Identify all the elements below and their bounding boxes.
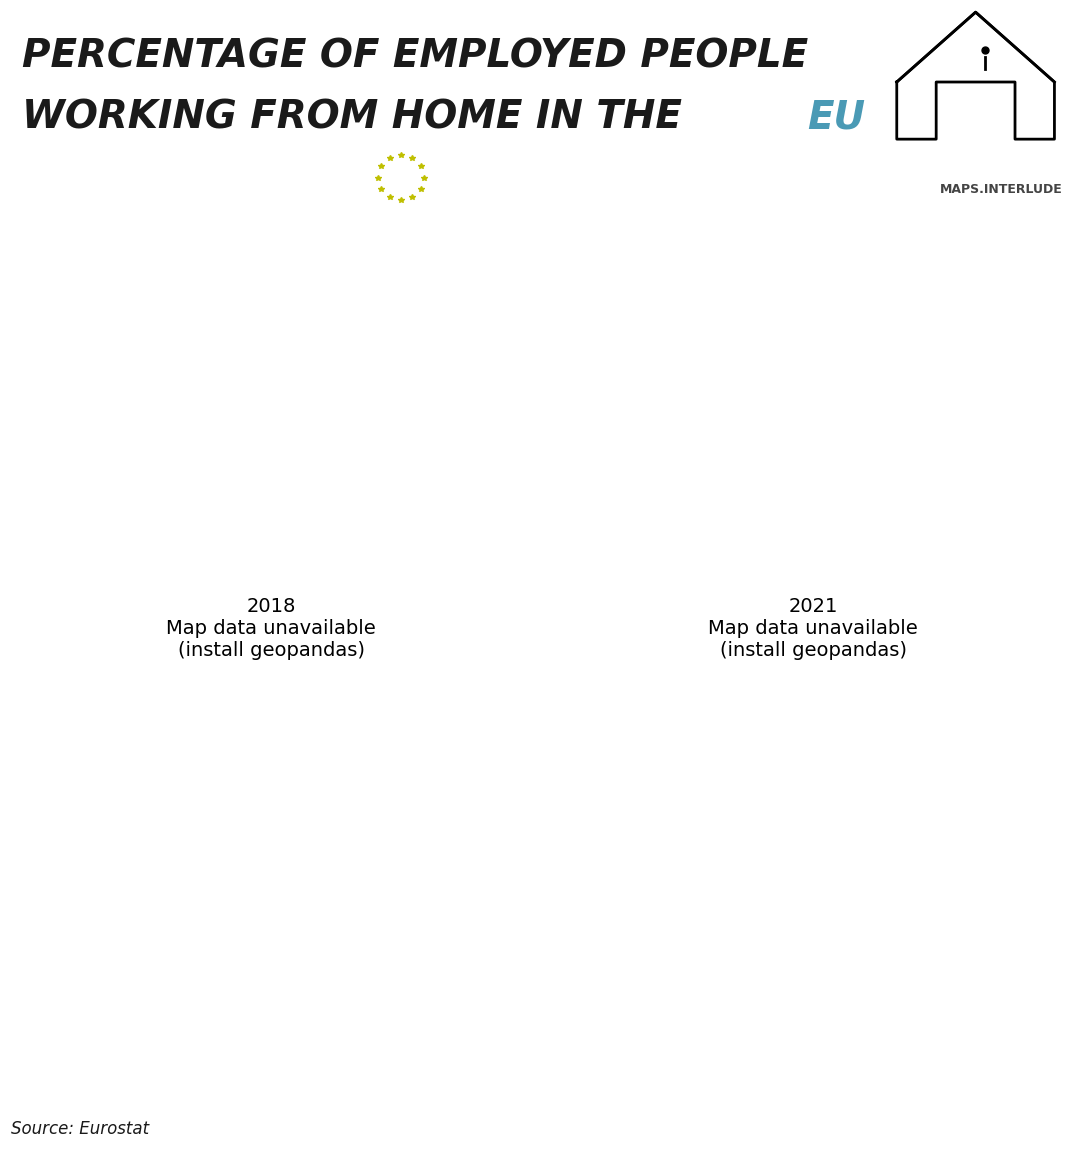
Text: M: M [951,196,979,223]
Text: 2018
Map data unavailable
(install geopandas): 2018 Map data unavailable (install geopa… [166,597,376,660]
Text: WORKING FROM HOME IN THE: WORKING FROM HOME IN THE [22,99,695,136]
Text: PERCENTAGE OF EMPLOYED PEOPLE: PERCENTAGE OF EMPLOYED PEOPLE [22,37,808,76]
Text: MAPS.INTERLUDE: MAPS.INTERLUDE [940,183,1062,196]
Text: Source: Eurostat: Source: Eurostat [11,1120,149,1138]
Text: EU: EU [808,99,866,136]
Text: 2021
Map data unavailable
(install geopandas): 2021 Map data unavailable (install geopa… [708,597,918,660]
